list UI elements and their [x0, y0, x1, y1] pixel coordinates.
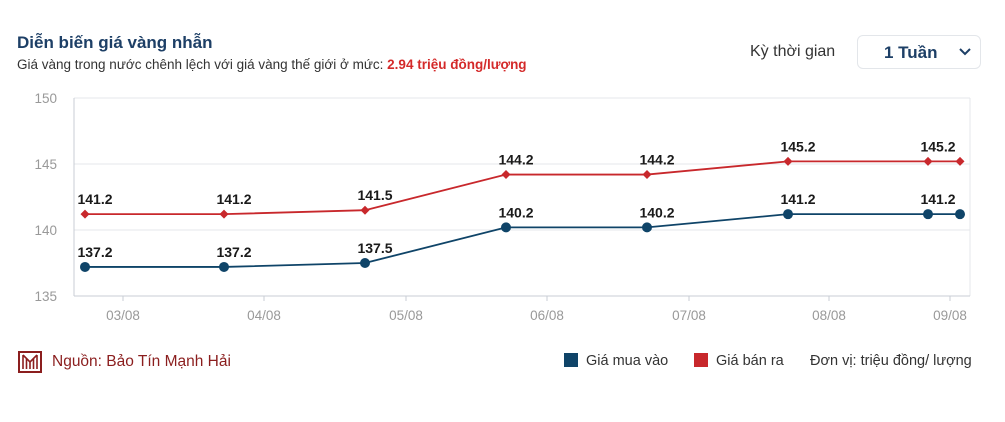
series-line — [85, 213, 960, 268]
source-text: Nguồn: Bảo Tín Mạnh Hải — [52, 353, 231, 370]
period-select[interactable]: 1 Tuần — [857, 35, 981, 69]
y-tick-label: 135 — [34, 289, 57, 304]
chevron-down-icon — [959, 48, 971, 56]
legend-swatch-sell — [694, 353, 708, 367]
data-point-marker — [501, 170, 511, 180]
data-point-marker — [955, 209, 965, 220]
data-point-marker — [80, 261, 90, 272]
data-point-marker — [219, 261, 229, 272]
data-point-marker — [783, 209, 793, 220]
x-tick-label: 06/08 — [530, 308, 564, 323]
period-select-value: 1 Tuần — [884, 43, 938, 62]
period-label: Kỳ thời gian — [750, 43, 836, 60]
data-point-marker — [783, 156, 793, 166]
data-label: 140.2 — [639, 204, 674, 220]
x-tick-label: 03/08 — [106, 308, 140, 323]
chart-subtitle: Giá vàng trong nước chênh lệch với giá v… — [17, 57, 527, 72]
x-tick-label: 09/08 — [933, 308, 967, 323]
data-point-marker — [360, 205, 370, 215]
data-label: 145.2 — [920, 138, 955, 154]
data-label: 137.2 — [77, 244, 112, 260]
y-tick-label: 145 — [34, 157, 57, 172]
subtitle-text: Giá vàng trong nước chênh lệch với giá v… — [17, 57, 388, 72]
data-label: 144.2 — [498, 152, 533, 168]
chart-title: Diễn biến giá vàng nhẫn — [17, 33, 213, 52]
data-label: 141.2 — [216, 191, 251, 207]
data-label: 141.5 — [357, 187, 392, 203]
data-label: 141.2 — [780, 191, 815, 207]
unit-note: Đơn vị: triệu đồng/ lượng — [810, 353, 972, 369]
data-point-marker — [501, 222, 511, 233]
data-point-marker — [955, 156, 965, 166]
data-label: 141.2 — [77, 191, 112, 207]
x-tick-label: 08/08 — [812, 308, 846, 323]
legend-swatch-buy — [564, 353, 578, 367]
data-point-marker — [923, 209, 933, 220]
data-point-marker — [923, 156, 933, 166]
legend-item-sell[interactable]: Giá bán ra — [694, 353, 784, 369]
data-label: 137.5 — [357, 240, 392, 256]
legend-label-buy: Giá mua vào — [586, 353, 669, 369]
data-point-marker — [360, 258, 370, 268]
y-tick-label: 140 — [34, 223, 57, 238]
x-tick-label: 04/08 — [247, 308, 281, 323]
y-tick-label: 150 — [34, 91, 57, 106]
x-tick-label: 05/08 — [389, 308, 423, 323]
price-line-chart: 135 140 145 150 03/08 04/08 05/08 06/08 07/08 08/… — [34, 91, 971, 323]
brand-logo-icon — [18, 351, 42, 373]
legend-label-sell: Giá bán ra — [716, 353, 784, 369]
price-gap-highlight: 2.94 triệu đồng/lượng — [387, 57, 527, 72]
series-line — [85, 160, 960, 216]
x-tick-label: 07/08 — [672, 308, 706, 323]
data-label: 141.2 — [920, 191, 955, 207]
data-point-marker — [642, 222, 652, 233]
data-label: 137.2 — [216, 244, 251, 260]
data-label: 144.2 — [639, 152, 674, 168]
data-point-marker — [642, 170, 652, 180]
data-label: 140.2 — [498, 204, 533, 220]
data-point-marker — [80, 209, 90, 219]
legend-item-buy[interactable]: Giá mua vào — [564, 353, 668, 369]
data-point-marker — [219, 209, 229, 219]
data-label: 145.2 — [780, 138, 815, 154]
